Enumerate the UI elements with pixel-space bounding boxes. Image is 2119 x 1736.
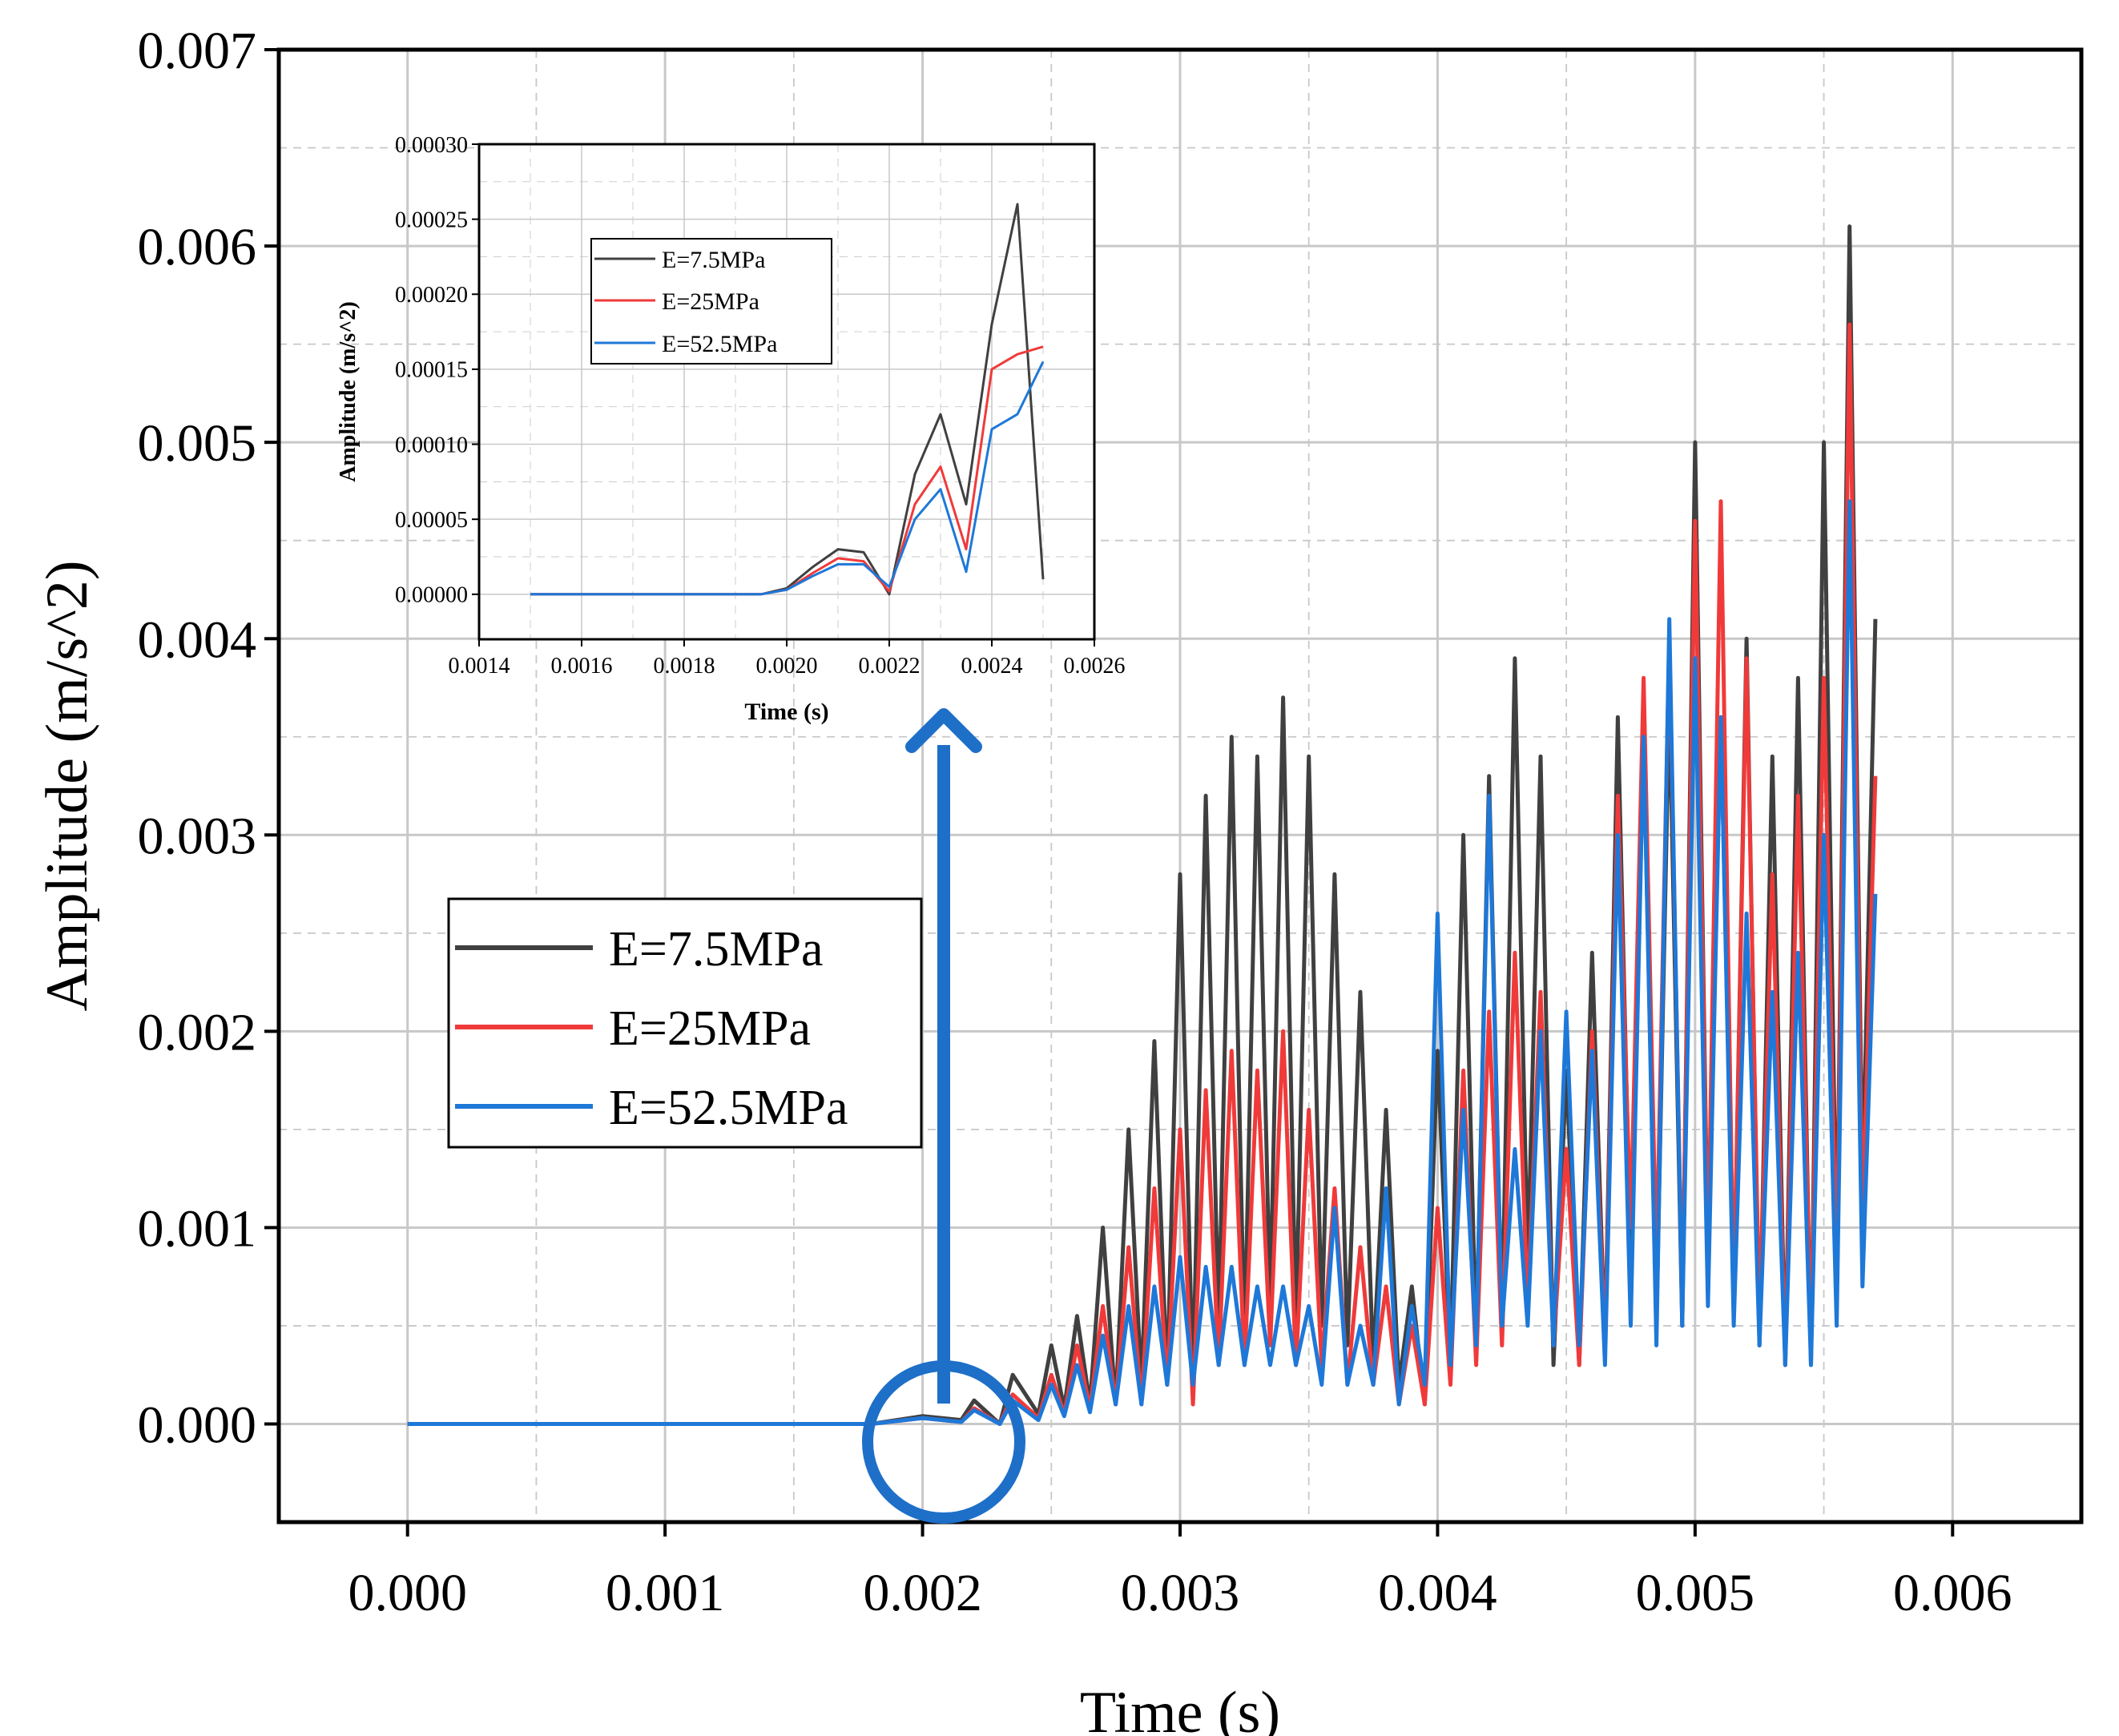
x-tick-label: 0.0026 (1064, 654, 1126, 679)
legend-label-e7-5: E=7.5MPa (609, 922, 823, 977)
y-tick-label: 0.007 (138, 22, 257, 80)
inset-ticks: 0.0014 0.0016 0.0018 0.0020 0.0022 0.0024 0.00… (395, 133, 1126, 679)
y-tick-label: 0.00015 (395, 358, 468, 383)
x-tick-label: 0.0016 (551, 654, 613, 679)
inset-y-axis-label: Amplitude (m/s^2) (336, 301, 361, 482)
x-tick-label: 0.0014 (449, 654, 510, 679)
x-tick-label: 0.004 (1378, 1564, 1497, 1622)
x-tick-label: 0.002 (863, 1564, 982, 1622)
x-tick-label: 0.000 (348, 1564, 467, 1622)
main-x-axis-label: Time (s) (1080, 1680, 1280, 1736)
y-tick-label: 0.000 (138, 1396, 257, 1455)
y-tick-label: 0.00010 (395, 433, 468, 457)
x-tick-label: 0.006 (1893, 1564, 2012, 1622)
x-tick-label: 0.003 (1121, 1564, 1240, 1622)
x-tick-label: 0.0020 (756, 654, 818, 679)
main-legend: E=7.5MPa E=25MPa E=52.5MPa (447, 897, 923, 1149)
inset-legend-label-e25: E=25MPa (662, 288, 759, 315)
y-tick-label: 0.00020 (395, 283, 468, 308)
y-tick-label: 0.003 (138, 807, 257, 865)
series-line-0 (530, 203, 1045, 596)
main-ticks: 0.000 0.001 0.002 0.003 0.004 0.005 0.006 0.000… (138, 22, 2012, 1622)
y-tick-label: 0.001 (138, 1200, 257, 1259)
y-tick-label: 0.00000 (395, 583, 468, 608)
zoom-arrow-head (905, 708, 982, 753)
series-line-2 (407, 499, 1878, 1426)
legend-label-e52-5: E=52.5MPa (609, 1081, 848, 1135)
inset-legend-label-e52-5: E=52.5MPa (662, 331, 777, 357)
inset-legend-label-e7-5: E=7.5MPa (662, 247, 765, 273)
y-tick-label: 0.002 (138, 1003, 257, 1061)
inset-x-axis-label: Time (s) (744, 699, 828, 725)
series-line-2 (530, 360, 1045, 596)
inset-legend: E=7.5MPa E=25MPa E=52.5MPa (590, 238, 832, 365)
y-tick-label: 0.006 (138, 218, 257, 276)
y-tick-label: 0.00025 (395, 207, 468, 232)
y-tick-label: 0.00005 (395, 508, 468, 533)
legend-label-e25: E=25MPa (609, 1001, 811, 1056)
x-tick-label: 0.0024 (961, 654, 1023, 679)
y-tick-label: 0.005 (138, 414, 257, 473)
series-line-1 (407, 322, 1878, 1426)
x-tick-label: 0.005 (1636, 1564, 1755, 1622)
x-tick-label: 0.001 (606, 1564, 725, 1622)
x-tick-label: 0.0022 (859, 654, 921, 679)
y-tick-label: 0.00030 (395, 133, 468, 158)
main-y-axis-label: Amplitude (m/s^2) (34, 561, 100, 1012)
main-series (407, 224, 1878, 1426)
y-tick-label: 0.004 (138, 610, 257, 669)
inset-series (530, 203, 1045, 596)
x-tick-label: 0.0018 (654, 654, 715, 679)
